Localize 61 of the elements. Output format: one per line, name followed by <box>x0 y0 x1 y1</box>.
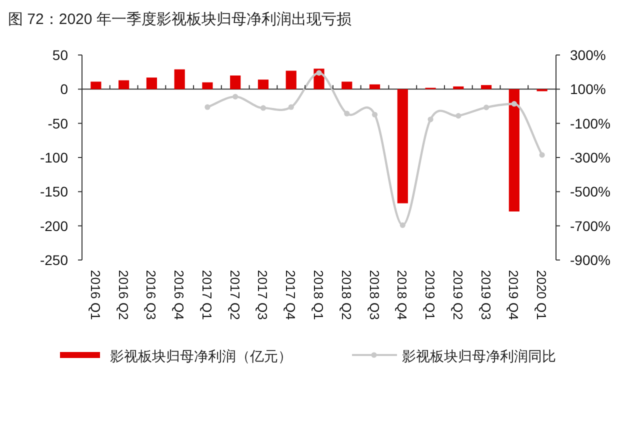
legend-label: 影视板块归母净利润同比 <box>402 348 556 364</box>
bar <box>118 80 130 90</box>
y-tick-label: -150 <box>40 184 68 200</box>
x-tick-label: 2017 Q2 <box>227 270 242 320</box>
y2-tick-label: -100% <box>570 115 610 132</box>
y-tick-label: -250 <box>40 252 68 268</box>
x-tick-label: 2019 Q1 <box>422 270 438 320</box>
y-tick-label: -200 <box>40 218 68 234</box>
y-tick-label: -50 <box>48 115 68 132</box>
point <box>428 116 434 122</box>
bar <box>397 89 408 204</box>
point <box>316 70 322 76</box>
bar <box>174 69 185 90</box>
y2-tick-label: 300% <box>570 47 606 63</box>
bar <box>342 82 352 90</box>
y2-tick-label: -500% <box>570 184 610 200</box>
x-tick-label: 2017 Q4 <box>283 270 298 320</box>
x-tick-label: 2018 Q3 <box>366 270 382 320</box>
y-tick-label: -100 <box>40 150 68 166</box>
y-tick-label: 0 <box>60 81 68 98</box>
bar <box>90 82 102 90</box>
bar <box>453 86 464 90</box>
point <box>288 104 294 110</box>
bar <box>146 78 158 90</box>
bar <box>202 82 213 90</box>
x-tick-label: 2018 Q1 <box>311 270 326 320</box>
point <box>204 104 210 110</box>
x-tick-label: 2017 Q3 <box>255 270 270 320</box>
bar <box>508 89 520 212</box>
point <box>539 152 545 158</box>
legend-label: 影视板块归母净利润（亿元） <box>110 348 292 364</box>
y-tick-label: 50 <box>52 47 68 63</box>
point <box>483 104 490 110</box>
point <box>260 105 266 111</box>
point <box>344 110 350 116</box>
point <box>232 94 238 100</box>
point <box>456 113 462 119</box>
x-tick-label: 2019 Q2 <box>450 270 466 320</box>
point <box>511 101 517 107</box>
bar <box>369 84 380 90</box>
x-tick-label: 2016 Q3 <box>144 270 159 320</box>
y2-tick-label: -300% <box>570 150 610 166</box>
x-tick-label: 2016 Q1 <box>88 270 103 320</box>
x-tick-label: 2019 Q4 <box>506 270 522 320</box>
y2-tick-label: 100% <box>570 81 606 98</box>
x-tick-label: 2018 Q4 <box>394 270 410 320</box>
x-tick-label: 2020 Q1 <box>534 270 550 320</box>
x-tick-label: 2016 Q2 <box>116 270 131 320</box>
x-tick-label: 2017 Q1 <box>199 270 214 320</box>
bar <box>258 80 269 90</box>
y2-tick-label: -700% <box>570 218 610 234</box>
point <box>400 222 406 228</box>
x-tick-label: 2018 Q2 <box>338 270 354 320</box>
bar <box>230 76 241 90</box>
y2-tick-label: -900% <box>570 252 610 268</box>
bar <box>286 70 296 90</box>
point <box>372 112 378 118</box>
x-tick-label: 2019 Q3 <box>478 270 494 320</box>
bar <box>480 85 492 90</box>
x-tick-label: 2016 Q4 <box>172 270 187 320</box>
chart-title: 图 72：2020 年一季度影视板块归母净利润出现亏损 <box>8 11 352 28</box>
